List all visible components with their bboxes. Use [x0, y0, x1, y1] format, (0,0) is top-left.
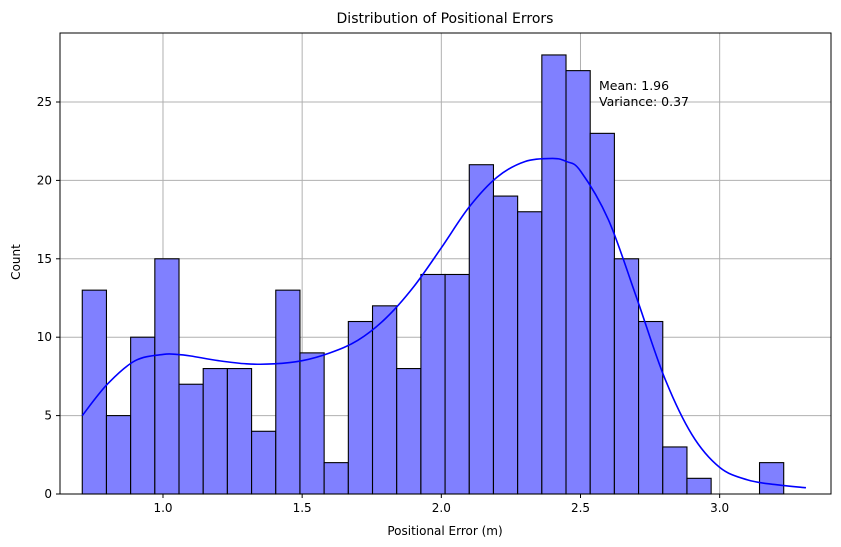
grid-lines — [60, 33, 831, 495]
x-tick-label: 2.0 — [432, 501, 451, 515]
y-tick-label: 10 — [37, 330, 52, 344]
y-tick-label: 25 — [37, 95, 52, 109]
histogram-bar — [105, 415, 132, 495]
y-tick-label: 15 — [37, 252, 52, 266]
plot-frame — [59, 32, 832, 495]
histogram-bar — [686, 477, 712, 495]
x-tick-label: 1.5 — [293, 501, 312, 515]
y-tick-label: 0 — [44, 487, 52, 501]
histogram-bar — [541, 54, 567, 495]
x-tick-label: 2.5 — [571, 501, 590, 515]
histogram-bar — [444, 273, 470, 495]
histogram-bar — [420, 273, 446, 495]
y-axis-label: Count — [9, 244, 23, 280]
histogram-bar — [299, 352, 325, 495]
axis-ticks: 1.0 1.5 2.0 2.5 3.0 0 5 10 15 20 25 — [37, 95, 729, 515]
histogram-bar — [613, 258, 640, 495]
histogram-bar — [202, 368, 228, 495]
histogram-bar — [81, 289, 108, 495]
histogram-bar — [226, 368, 253, 495]
histogram-bar — [638, 320, 664, 495]
mean-annotation: Mean: 1.96 — [599, 78, 669, 93]
x-tick-label: 1.0 — [153, 501, 172, 515]
histogram-bars — [81, 54, 785, 495]
x-tick-label: 3.0 — [710, 501, 729, 515]
histogram-bar — [251, 430, 277, 495]
histogram-bar — [662, 446, 688, 495]
histogram-bar — [492, 195, 519, 495]
x-axis-label: Positional Error (m) — [387, 524, 502, 538]
chart-title: Distribution of Positional Errors — [337, 11, 554, 27]
histogram-bar — [154, 258, 180, 495]
histogram-bar — [468, 164, 495, 495]
kde-curve — [81, 157, 807, 489]
histogram-bar — [589, 132, 615, 495]
histogram-bar — [347, 320, 374, 495]
y-tick-label: 5 — [44, 409, 52, 423]
histogram-bar — [275, 289, 301, 495]
histogram-bar — [396, 368, 422, 495]
variance-annotation: Variance: 0.37 — [599, 94, 689, 109]
histogram-bar — [517, 211, 543, 495]
histogram-bar — [178, 383, 204, 495]
histogram-bar — [371, 305, 398, 495]
histogram-bar — [758, 462, 785, 495]
histogram-bar — [565, 70, 591, 495]
y-tick-label: 20 — [37, 173, 52, 187]
histogram-bar — [323, 462, 349, 495]
